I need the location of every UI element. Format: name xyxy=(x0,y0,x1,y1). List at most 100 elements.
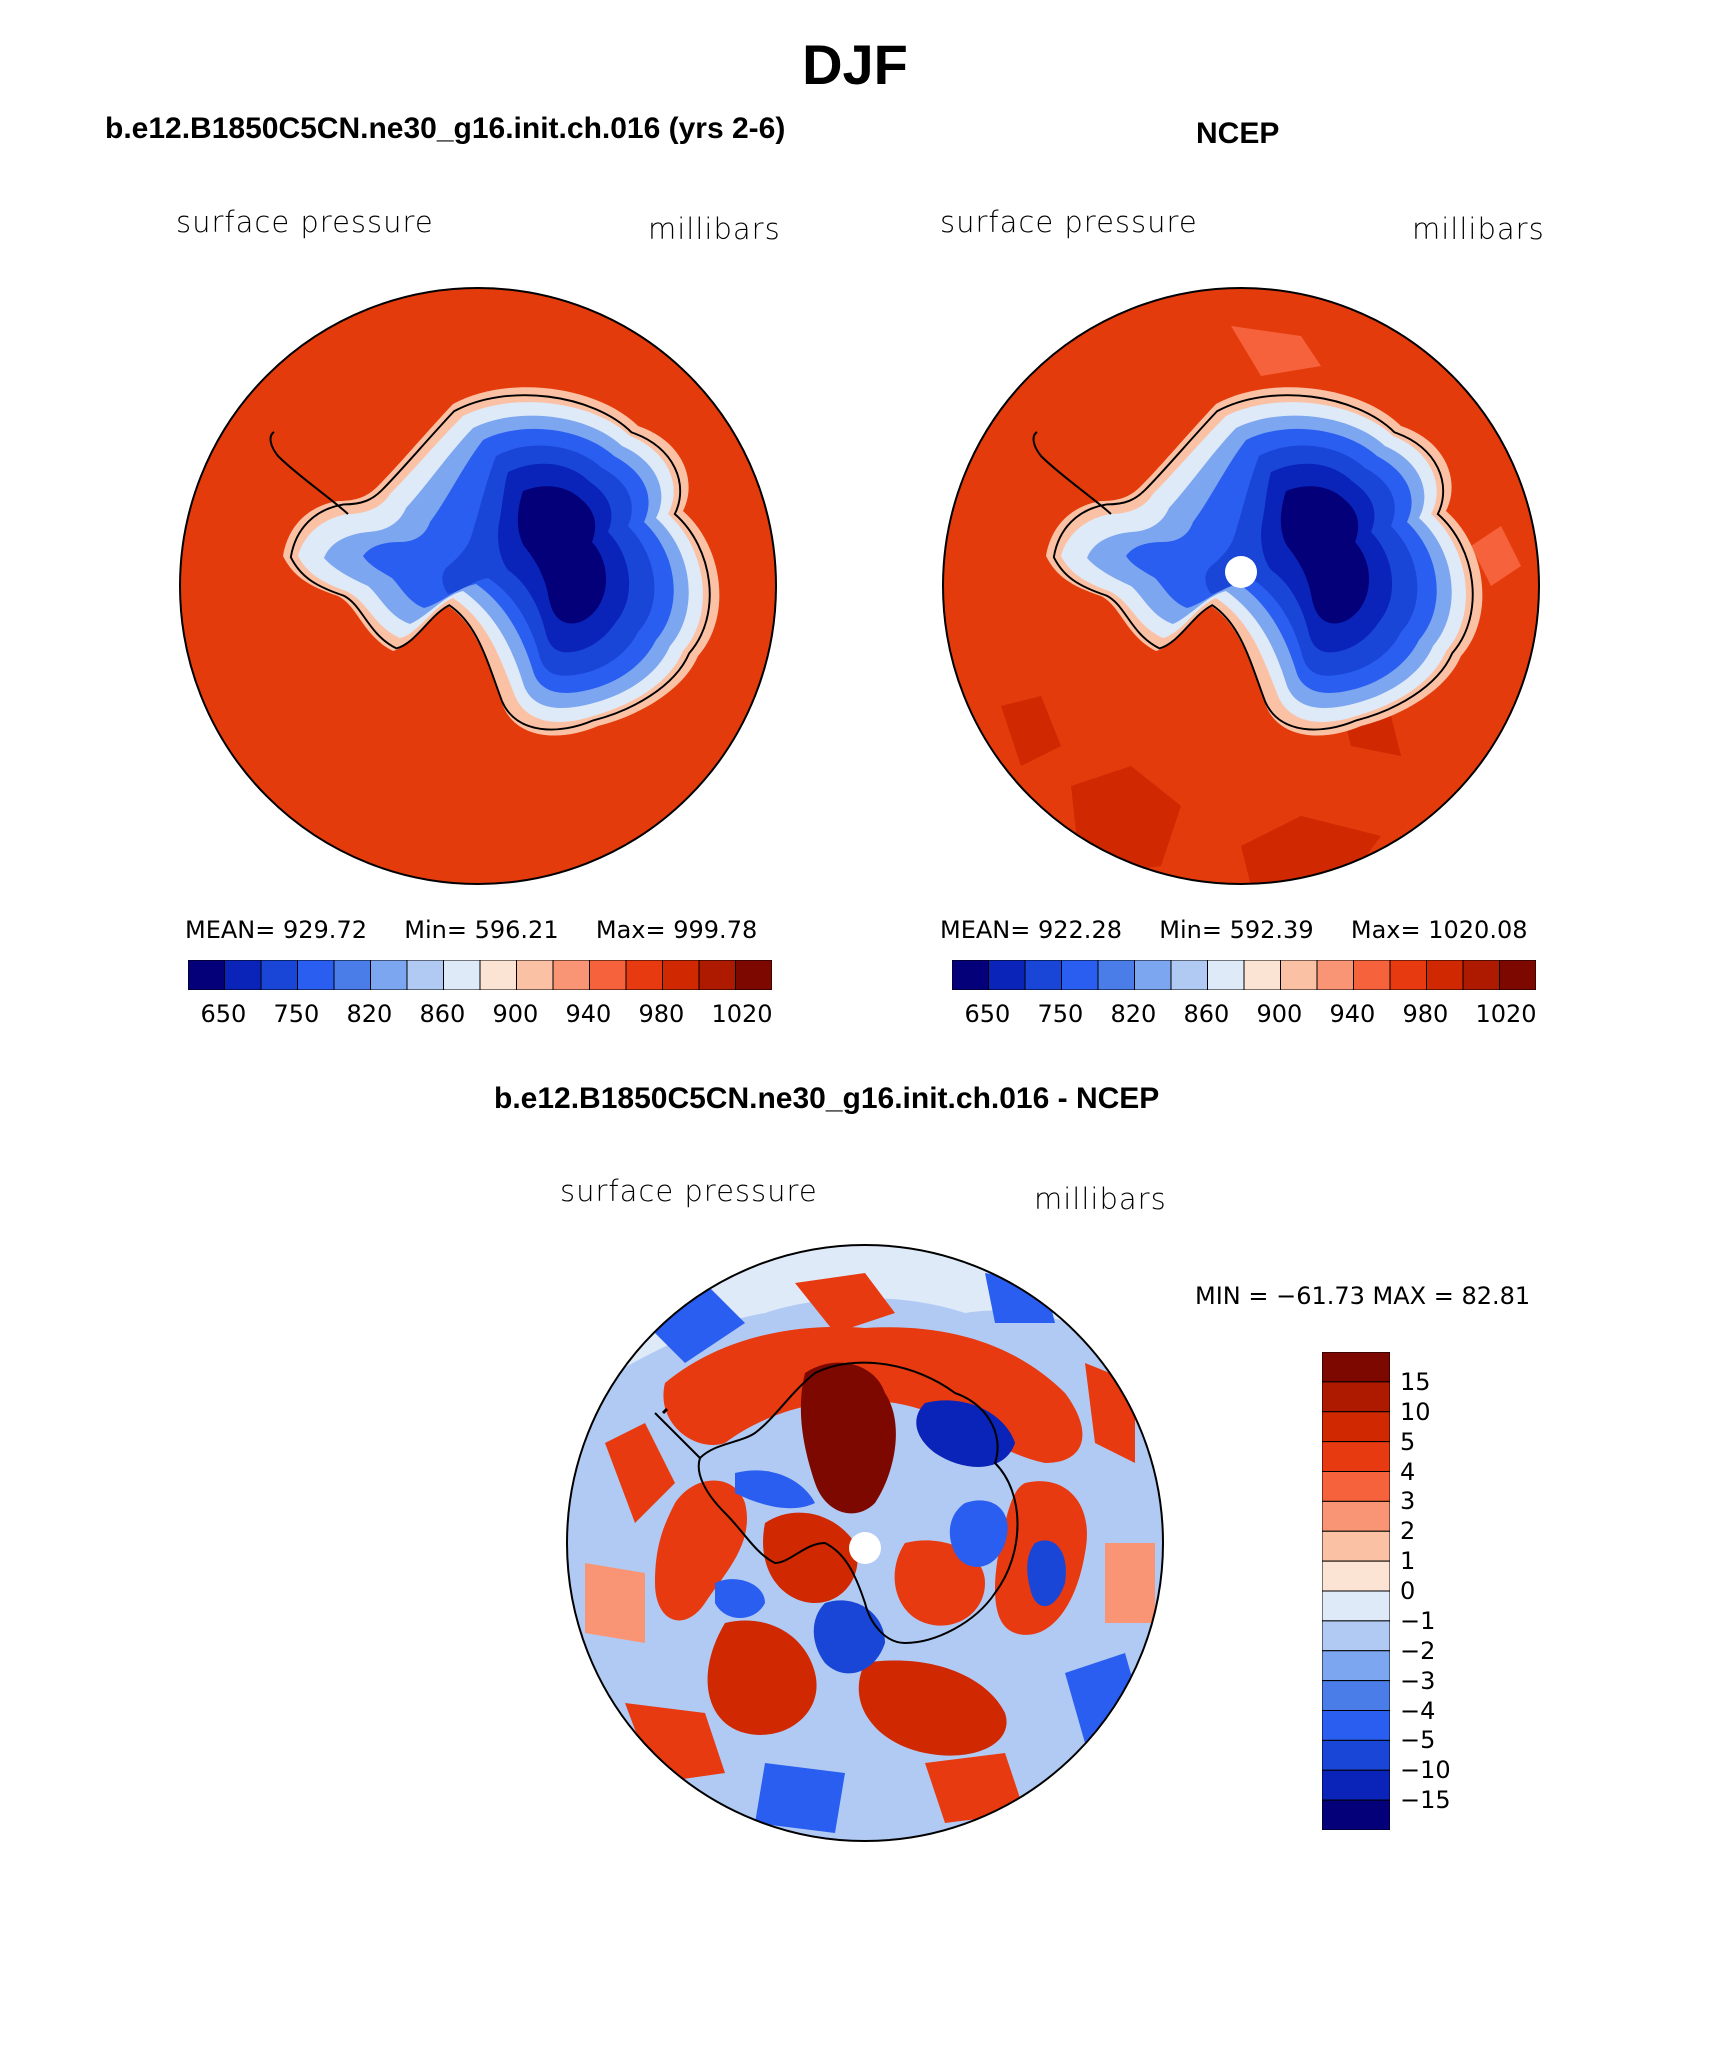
panel1-title: b.e12.B1850C5CN.ne30_g16.init.ch.016 (yr… xyxy=(105,112,786,145)
colorbar-tick-label: 0 xyxy=(1400,1577,1416,1605)
colorbar-swatch xyxy=(516,959,554,991)
panel2-min-label: Min= xyxy=(1159,916,1222,944)
colorbar-swatch xyxy=(735,959,773,991)
panel3-units-label: millibars xyxy=(1034,1182,1167,1216)
colorbar-tick-label: 750 xyxy=(1037,1000,1084,1028)
colorbar-swatch xyxy=(589,959,627,991)
colorbar-tick-label: 1020 xyxy=(1475,1000,1537,1028)
colorbar-tick-label: 820 xyxy=(346,1000,393,1028)
colorbar-swatch xyxy=(625,959,663,991)
panel1-colorbar xyxy=(187,959,773,991)
panel3-polar-map xyxy=(566,1244,1164,1842)
panel1-mean-value: 929.72 xyxy=(283,916,367,944)
panel2-mean-value: 922.28 xyxy=(1038,916,1122,944)
panel3-colorbar-ticks: 15 10 5 4 3 2 1 0 −1 −2 −3 −4 −5 −10 −15 xyxy=(1400,1352,1480,1830)
colorbar-swatch xyxy=(1321,1590,1391,1622)
page-title: DJF xyxy=(802,33,908,96)
panel3-minmax: MIN = −61.73 MAX = 82.81 xyxy=(1195,1282,1531,1310)
colorbar-swatch xyxy=(1321,1471,1391,1502)
colorbar-tick-label: 4 xyxy=(1400,1457,1416,1486)
panel2-variable-label: surface pressure xyxy=(940,205,1198,239)
panel2-colorbar xyxy=(951,959,1537,991)
colorbar-tick-label: 900 xyxy=(1256,1000,1303,1028)
colorbar-swatch xyxy=(1321,1739,1391,1771)
colorbar-swatch xyxy=(406,959,444,991)
colorbar-swatch xyxy=(1389,959,1427,991)
colorbar-swatch xyxy=(443,959,481,991)
colorbar-swatch xyxy=(1321,1411,1391,1443)
colorbar-tick-label: 860 xyxy=(419,1000,466,1028)
colorbar-swatch xyxy=(224,959,262,991)
colorbar-tick-label: −2 xyxy=(1400,1636,1436,1665)
colorbar-tick-label: 1020 xyxy=(711,1000,773,1028)
panel1-min-label: Min= xyxy=(404,916,467,944)
panel2-min-value: 592.39 xyxy=(1229,916,1314,944)
colorbar-swatch xyxy=(1321,1560,1391,1592)
colorbar-tick-label: −4 xyxy=(1400,1696,1436,1725)
panel1-max-value: 999.78 xyxy=(673,916,758,944)
colorbar-tick-label: −15 xyxy=(1400,1786,1451,1815)
colorbar-tick-label: 940 xyxy=(565,1000,612,1028)
panel2-colorbar-ticks: 650 750 820 860 900 940 980 1020 xyxy=(952,1000,1537,1030)
colorbar-swatch xyxy=(698,959,736,991)
colorbar-tick-label: −1 xyxy=(1400,1606,1436,1635)
colorbar-swatch xyxy=(552,959,590,991)
panel2-max-label: Max= xyxy=(1350,916,1421,944)
colorbar-tick-label: 650 xyxy=(200,1000,247,1028)
colorbar-swatch xyxy=(333,959,371,991)
colorbar-swatch xyxy=(260,959,298,991)
panel2-units-label: millibars xyxy=(1412,212,1545,246)
panel1-min-value: 596.21 xyxy=(474,916,559,944)
colorbar-swatch xyxy=(1024,959,1062,991)
colorbar-tick-label: 15 xyxy=(1400,1367,1431,1396)
colorbar-tick-label: 5 xyxy=(1400,1427,1416,1456)
panel2-pole-hole xyxy=(1225,556,1257,588)
panel2-polar-map xyxy=(942,287,1540,885)
colorbar-swatch xyxy=(951,959,989,991)
colorbar-swatch xyxy=(1321,1769,1391,1801)
colorbar-swatch xyxy=(1207,959,1245,991)
colorbar-tick-label: 2 xyxy=(1400,1517,1416,1546)
colorbar-swatch xyxy=(1321,1650,1391,1682)
panel1-units-label: millibars xyxy=(648,212,781,246)
colorbar-tick-label: 3 xyxy=(1400,1487,1416,1516)
colorbar-swatch xyxy=(1097,959,1135,991)
panel1-stats: MEAN= 929.72 Min= 596.21 Max= 999.78 xyxy=(185,916,757,944)
colorbar-swatch xyxy=(662,959,700,991)
colorbar-swatch xyxy=(1170,959,1208,991)
panel2-stats: MEAN= 922.28 Min= 592.39 Max= 1020.08 xyxy=(940,916,1528,944)
panel3-colorbar xyxy=(1321,1351,1391,1831)
colorbar-swatch xyxy=(1321,1799,1391,1831)
colorbar-swatch xyxy=(1321,1500,1391,1532)
panel2-mean-label: MEAN= xyxy=(940,916,1031,944)
panel3-title: b.e12.B1850C5CN.ne30_g16.init.ch.016 - N… xyxy=(494,1082,1160,1115)
colorbar-tick-label: 860 xyxy=(1183,1000,1230,1028)
colorbar-tick-label: 980 xyxy=(1402,1000,1449,1028)
colorbar-tick-label: −5 xyxy=(1400,1726,1436,1755)
colorbar-swatch xyxy=(187,959,225,991)
colorbar-swatch xyxy=(297,959,335,991)
colorbar-swatch xyxy=(479,959,517,991)
colorbar-tick-label: 980 xyxy=(638,1000,685,1028)
panel3-pole-hole xyxy=(849,1532,881,1564)
colorbar-swatch xyxy=(1321,1381,1391,1413)
colorbar-swatch xyxy=(1321,1620,1391,1652)
colorbar-tick-label: 650 xyxy=(964,1000,1011,1028)
colorbar-swatch xyxy=(1426,959,1464,991)
colorbar-swatch xyxy=(1321,1680,1391,1711)
colorbar-swatch xyxy=(1499,959,1537,991)
colorbar-tick-label: 1 xyxy=(1400,1547,1416,1576)
colorbar-tick-label: 750 xyxy=(273,1000,320,1028)
colorbar-tick-label: 10 xyxy=(1400,1397,1431,1426)
colorbar-swatch xyxy=(1321,1441,1391,1472)
colorbar-swatch xyxy=(988,959,1026,991)
panel2-max-value: 1020.08 xyxy=(1428,916,1528,944)
panel1-variable-label: surface pressure xyxy=(176,205,434,239)
panel1-colorbar-ticks: 650 750 820 860 900 940 980 1020 xyxy=(188,1000,773,1030)
colorbar-swatch xyxy=(1462,959,1500,991)
colorbar-tick-label: 900 xyxy=(492,1000,539,1028)
panel2-title: NCEP xyxy=(1196,117,1280,150)
colorbar-swatch xyxy=(1243,959,1281,991)
panel1-max-label: Max= xyxy=(595,916,666,944)
colorbar-swatch xyxy=(1134,959,1172,991)
